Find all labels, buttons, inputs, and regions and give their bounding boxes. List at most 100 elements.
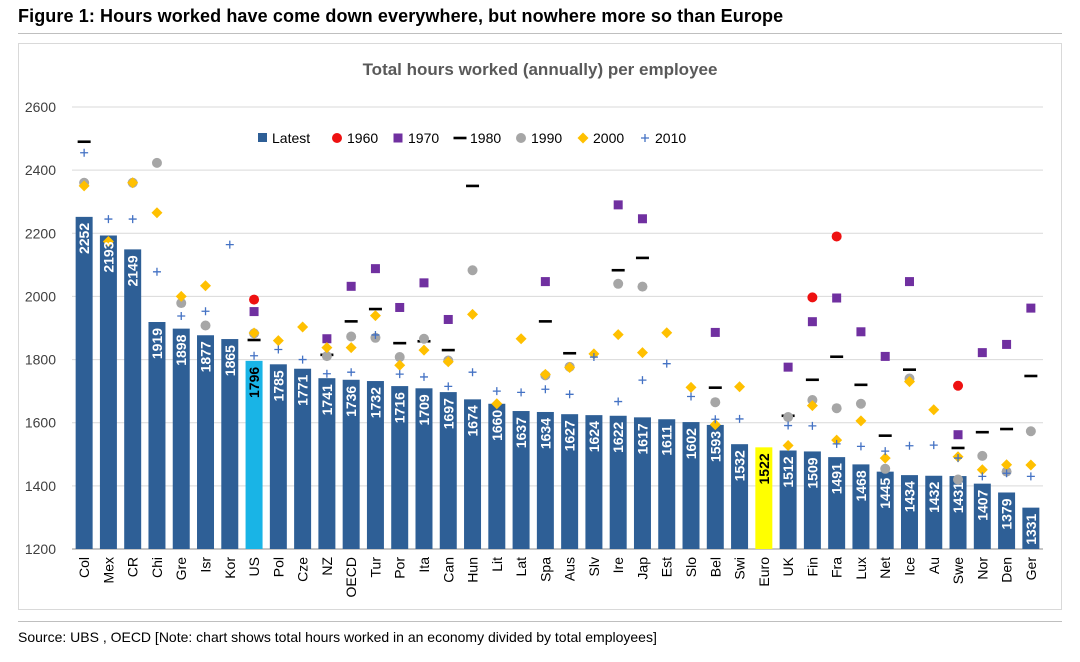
marker-2010 [177,312,186,321]
marker-1960 [249,294,260,305]
bar-chi [148,322,166,549]
bar-us [245,360,263,549]
marker-2000 [297,321,309,333]
category-label: Ita [416,557,432,573]
marker-1990 [467,265,478,276]
marker-2010 [492,387,501,396]
marker-2010 [298,355,307,364]
category-label: Swe [950,557,966,584]
bar-slo [682,422,700,549]
marker-1960 [831,231,842,242]
bar-labels: 2252 2193 2149 1919 1898 1877 1865 1796 1785 1771… [76,223,1039,545]
marker-2000 [394,359,406,371]
category-label: Cze [295,557,311,582]
marker-2010 [371,330,380,339]
marker-2010 [128,215,137,224]
marker-1970 [443,314,453,324]
bar-ice [900,475,918,549]
category-label: Ice [901,557,917,576]
bar-mex [99,235,117,549]
marker-2000 [855,415,867,427]
marker-2000 [369,310,381,322]
bar-ger [1022,507,1040,549]
marker-2010 [468,368,477,377]
marker-2010 [638,376,647,385]
bar-tur [366,381,384,549]
marker-2000 [782,439,794,451]
marker-2000 [467,308,479,320]
marker-1970 [370,264,380,274]
marker-2000 [661,327,673,339]
marker-1970 [856,327,866,337]
y-tick-label: 2000 [25,288,56,304]
marker-1990 [394,352,405,363]
bar-value-label: 1634 [537,418,553,449]
marker-2000 [636,347,648,359]
bar-lit [488,403,506,549]
bar-slv [585,415,603,549]
marker-2010 [517,388,526,397]
bar-value-label: 1379 [999,498,1015,529]
bar-value-label: 2149 [125,255,141,286]
legend-swatch-2000 [577,132,589,144]
bar-value-label: 1512 [780,456,796,487]
marker-2000 [248,327,260,339]
marker-2000 [685,381,697,393]
bar-lat [512,411,530,549]
bar-value-label: 1445 [877,477,893,508]
title-rule [18,33,1062,34]
bar-net [876,471,894,549]
marker-2010 [589,353,598,362]
chart-title: Total hours worked (annually) per employ… [363,60,718,79]
bar-value-label: 1660 [489,410,505,441]
bar-value-label: 1627 [562,420,578,451]
marker-2000 [1025,459,1037,471]
category-label: Net [877,557,893,579]
marker-1990 [977,450,988,461]
marker-1980 [1000,427,1014,431]
marker-2010 [152,267,161,276]
bar-value-label: 1637 [513,417,529,448]
category-label: Slv [586,557,602,576]
category-label: Gre [173,557,189,581]
marker-1970 [953,430,963,440]
marker-1970 [783,362,793,372]
y-tick-label: 2600 [25,99,56,115]
category-label: Bel [707,557,723,577]
category-label: CR [125,557,141,577]
marker-1970 [710,327,720,337]
legend-label: 1970 [408,130,439,146]
marker-2010 [419,372,428,381]
bar-value-label: 1674 [465,405,481,436]
category-label: Lux [853,557,869,580]
chart-frame [18,43,1062,610]
marker-1990 [346,331,357,342]
bar-fra [828,457,846,549]
marker-2010 [784,421,793,430]
bar-value-label: 1509 [804,457,820,488]
marker-1990 [637,281,648,292]
marker-2010 [978,472,987,481]
marker-1970 [832,293,842,303]
bar-value-label: 1431 [950,482,966,513]
bar-value-label: 1407 [974,489,990,520]
marker-1980 [247,338,261,342]
bar-value-label: 1434 [901,481,917,512]
marker-1980 [854,383,868,387]
marker-2000 [879,452,891,464]
category-label: Lit [489,557,505,572]
bar-aus [561,414,579,549]
marker-2000 [321,342,333,354]
bar-value-label: 1736 [343,386,359,417]
bar-value-label: 1624 [586,421,602,452]
bar-uk [779,450,797,549]
marker-2010 [565,390,574,399]
marker-1970 [419,278,429,288]
marker-2010 [662,359,671,368]
marker-1970 [1002,339,1012,349]
category-label: Lat [513,557,529,577]
marker-2000 [200,280,212,292]
marker-2010 [395,370,404,379]
bar-value-label: 1732 [367,387,383,418]
marker-1990 [200,320,211,331]
